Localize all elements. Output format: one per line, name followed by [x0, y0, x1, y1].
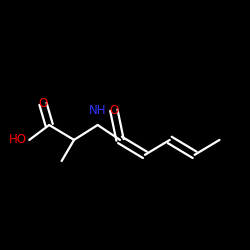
Text: O: O [109, 104, 118, 117]
Text: O: O [38, 97, 48, 110]
Text: HO: HO [9, 134, 27, 146]
Text: NH: NH [89, 104, 106, 117]
